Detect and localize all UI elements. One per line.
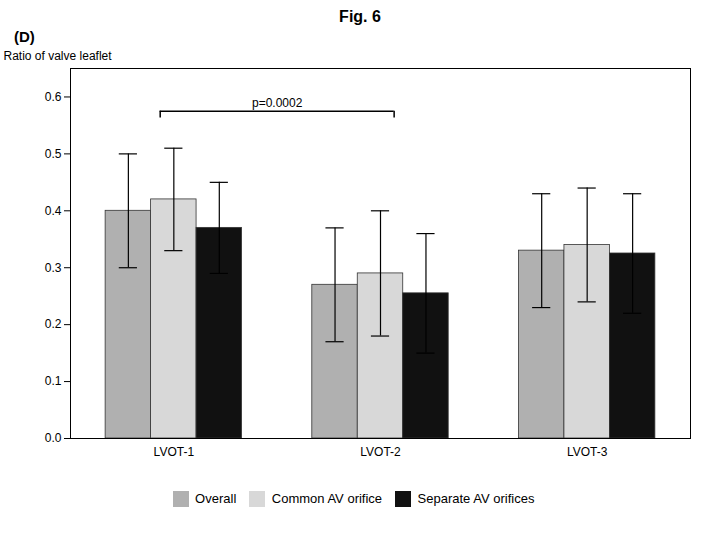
svg-text:LVOT-1: LVOT-1	[154, 445, 195, 459]
svg-text:0.5: 0.5	[45, 147, 62, 161]
svg-text:0.0: 0.0	[45, 431, 62, 445]
html-text:Separate AV orifices: Separate AV orifices	[417, 491, 535, 506]
svg-text:Ratio of valve leaflet: Ratio of valve leaflet	[4, 49, 113, 63]
html-text:(D): (D)	[14, 28, 35, 45]
html-text:Fig. 6: Fig. 6	[339, 8, 381, 25]
html-text:Common AV orifice: Common AV orifice	[271, 491, 383, 506]
svg-text:0.6: 0.6	[45, 90, 62, 104]
svg-text:0.1: 0.1	[45, 374, 62, 388]
svg-text:LVOT-3: LVOT-3	[567, 445, 608, 459]
svg-text:p=0.0002: p=0.0002	[252, 96, 303, 110]
svg-text:0.4: 0.4	[45, 204, 62, 218]
svg-text:0.3: 0.3	[45, 261, 62, 275]
html-text:Overall: Overall	[195, 491, 237, 506]
svg-text:LVOT-2: LVOT-2	[360, 445, 401, 459]
svg-text:0.2: 0.2	[45, 317, 62, 331]
